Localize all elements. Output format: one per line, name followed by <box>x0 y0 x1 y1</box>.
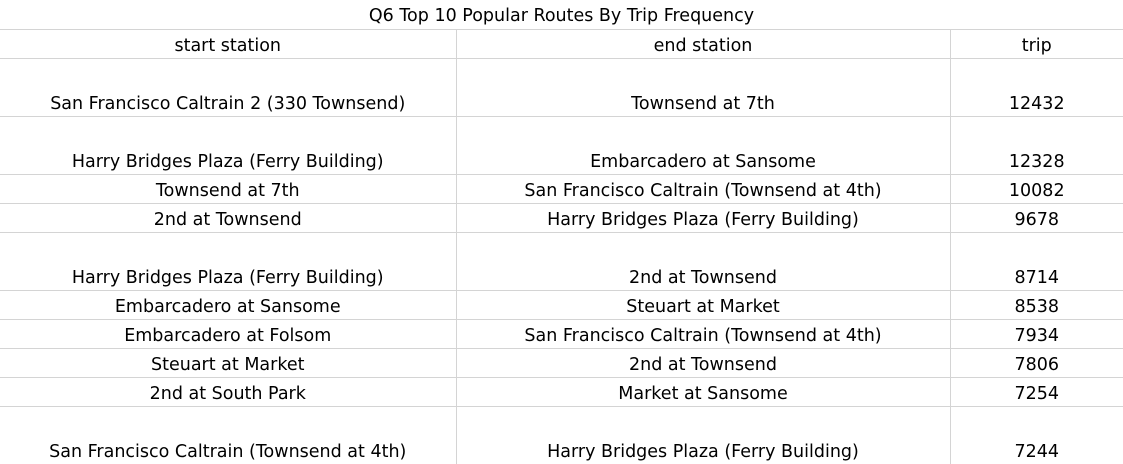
trip-cell: 7254 <box>949 377 1123 407</box>
trip-cell: 9678 <box>949 203 1123 233</box>
trip-cell: 7244 <box>949 406 1123 464</box>
table-row: Townsend at 7th San Francisco Caltrain (… <box>0 174 1123 204</box>
start-station-cell: Embarcadero at Folsom <box>0 319 456 349</box>
table-title: Q6 Top 10 Popular Routes By Trip Frequen… <box>0 0 1123 30</box>
table-row: Harry Bridges Plaza (Ferry Building) Emb… <box>0 116 1123 175</box>
start-station-cell: Steuart at Market <box>0 348 456 378</box>
column-header-trip: trip <box>949 30 1123 59</box>
table-row: 2nd at South Park Market at Sansome 7254 <box>0 377 1123 407</box>
start-station-cell: San Francisco Caltrain 2 (330 Townsend) <box>0 58 456 117</box>
end-station-cell: San Francisco Caltrain (Townsend at 4th) <box>455 319 950 349</box>
end-station-cell: Harry Bridges Plaza (Ferry Building) <box>455 406 950 464</box>
end-station-cell: Steuart at Market <box>455 290 950 320</box>
end-station-cell: 2nd at Townsend <box>455 232 950 291</box>
column-header-start-station: start station <box>0 30 456 59</box>
table-row: Embarcadero at Folsom San Francisco Calt… <box>0 319 1123 349</box>
trip-cell: 12432 <box>949 58 1123 117</box>
trip-cell: 7934 <box>949 319 1123 349</box>
start-station-cell: 2nd at Townsend <box>0 203 456 233</box>
routes-table: start station end station trip San Franc… <box>0 30 1123 464</box>
start-station-cell: San Francisco Caltrain (Townsend at 4th) <box>49 442 407 462</box>
start-station-cell: Embarcadero at Sansome <box>0 290 456 320</box>
table-row: 2nd at Townsend Harry Bridges Plaza (Fer… <box>0 203 1123 233</box>
column-header-end-station: end station <box>455 30 950 59</box>
end-station-cell: Embarcadero at Sansome <box>455 116 950 175</box>
table-row: Harry Bridges Plaza (Ferry Building) 2nd… <box>0 232 1123 291</box>
start-station-cell: Harry Bridges Plaza (Ferry Building) <box>0 116 456 175</box>
end-station-cell: Market at Sansome <box>455 377 950 407</box>
table-row: Embarcadero at Sansome Steuart at Market… <box>0 290 1123 320</box>
trip-cell: 12328 <box>949 116 1123 175</box>
trip-cell: 7806 <box>949 348 1123 378</box>
start-station-cell: 2nd at South Park <box>0 377 456 407</box>
table-row: San Francisco Caltrain 2 (330 Townsend) … <box>0 58 1123 117</box>
trip-cell: 8714 <box>949 232 1123 291</box>
end-station-cell: Townsend at 7th <box>455 58 950 117</box>
header-row: start station end station trip <box>0 30 1123 59</box>
end-station-cell: 2nd at Townsend <box>455 348 950 378</box>
table-row: San Francisco Caltrain (Townsend at 4th)… <box>0 406 1123 464</box>
trip-cell: 10082 <box>949 174 1123 204</box>
table-row: Steuart at Market 2nd at Townsend 7806 <box>0 348 1123 378</box>
end-station-cell: San Francisco Caltrain (Townsend at 4th) <box>455 174 950 204</box>
start-station-cell: Harry Bridges Plaza (Ferry Building) <box>0 232 456 291</box>
trip-cell: 8538 <box>949 290 1123 320</box>
end-station-cell: Harry Bridges Plaza (Ferry Building) <box>455 203 950 233</box>
start-station-cell: Townsend at 7th <box>0 174 456 204</box>
